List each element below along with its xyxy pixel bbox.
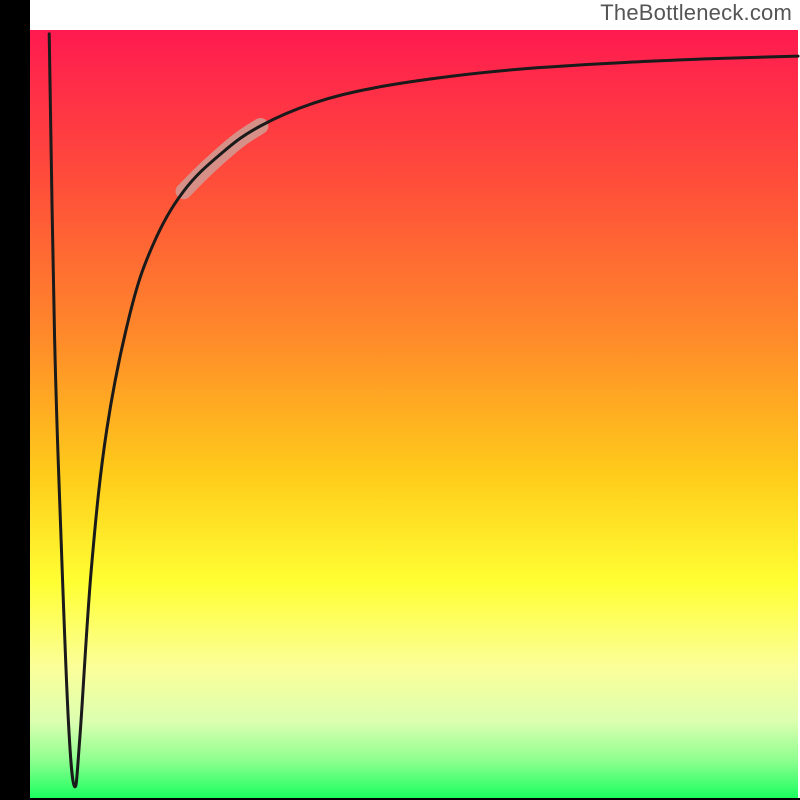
- bottleneck-chart: TheBottleneck.com: [0, 0, 800, 800]
- y-axis: [0, 0, 30, 800]
- plot-background: [30, 30, 798, 798]
- chart-svg: [0, 0, 800, 800]
- attribution-text: TheBottleneck.com: [600, 0, 792, 26]
